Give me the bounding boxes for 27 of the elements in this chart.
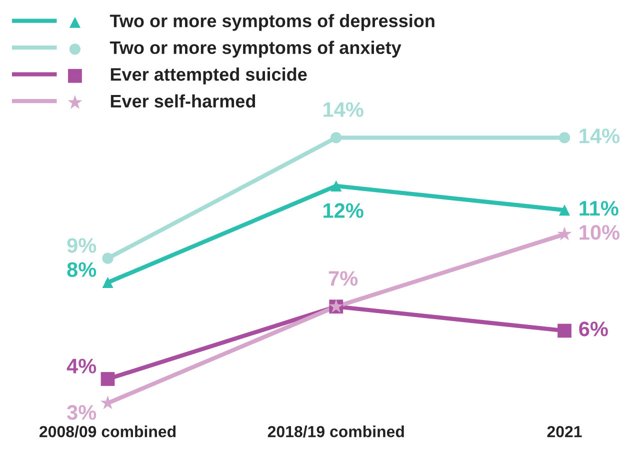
- x-tick-label: 2021: [547, 426, 582, 438]
- point: [557, 226, 572, 240]
- x-tick-label: 2018/19 combined: [268, 426, 404, 438]
- data-label: 3%: [67, 405, 96, 420]
- point: [330, 132, 342, 144]
- legend-label: Two or more symptoms of anxiety: [110, 40, 402, 58]
- legend-label: Ever self-harmed: [110, 94, 256, 108]
- point: [558, 132, 570, 144]
- point: [102, 276, 114, 288]
- data-label: 7%: [328, 271, 358, 286]
- point: [558, 324, 572, 338]
- point: [100, 372, 115, 386]
- point: [558, 204, 570, 216]
- data-label: 14%: [324, 102, 364, 117]
- data-label: 12%: [324, 203, 364, 218]
- data-label: 14%: [580, 128, 620, 144]
- point: [102, 252, 114, 264]
- data-label: 8%: [67, 262, 96, 277]
- data-label: 9%: [67, 238, 96, 253]
- point: [330, 180, 342, 192]
- legend-label: Two or more symptoms of depression: [110, 14, 434, 31]
- data-label: 4%: [66, 358, 96, 374]
- data-label: 6%: [579, 322, 608, 336]
- x-tick-label: 2008/09 combined: [40, 426, 176, 438]
- data-label: 10%: [580, 225, 620, 240]
- legend-label: Ever attempted suicide: [110, 68, 307, 84]
- data-label: 11%: [580, 200, 618, 216]
